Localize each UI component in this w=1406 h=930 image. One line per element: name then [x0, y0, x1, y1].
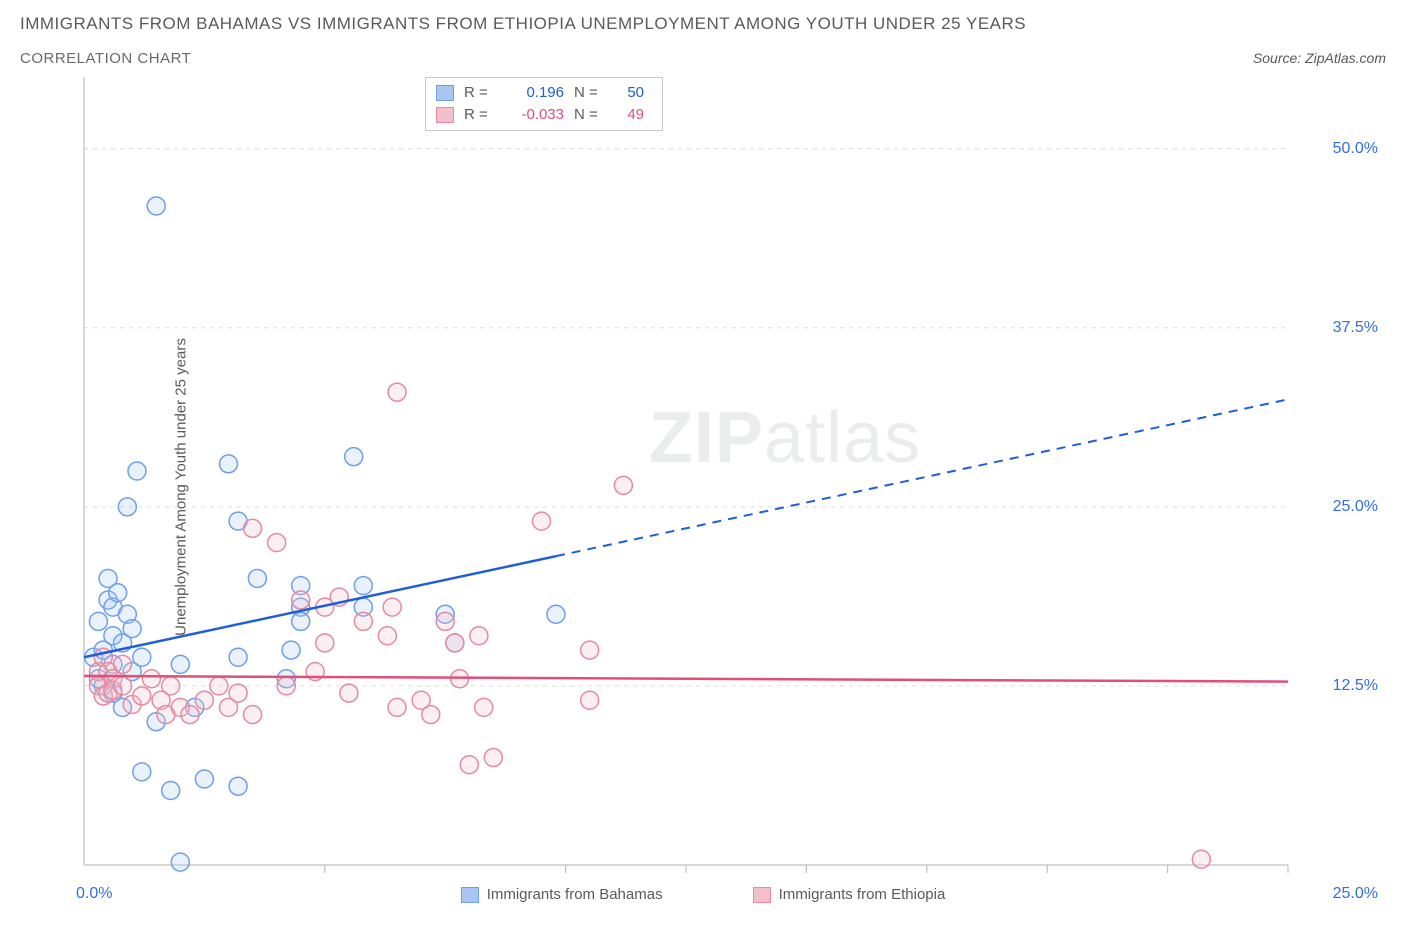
- y-tick-label: 25.0%: [1333, 498, 1378, 516]
- y-axis-label: Unemployment Among Youth under 25 years: [172, 338, 189, 636]
- stats-legend: R = 0.196 N = 50 R = -0.033 N = 49: [425, 77, 663, 131]
- legend-item-ethiopia: Immigrants from Ethiopia: [753, 886, 946, 903]
- y-tick-label: 12.5%: [1333, 677, 1378, 695]
- y-tick-label: 37.5%: [1333, 319, 1378, 337]
- stats-row-bahamas: R = 0.196 N = 50: [436, 82, 644, 104]
- y-tick-label: 50.0%: [1333, 140, 1378, 158]
- swatch-icon: [461, 887, 479, 903]
- swatch-ethiopia: [436, 107, 454, 123]
- x-max-label: 25.0%: [1333, 885, 1378, 903]
- series-legend: Immigrants from Bahamas Immigrants from …: [20, 886, 1386, 903]
- stats-row-ethiopia: R = -0.033 N = 49: [436, 104, 644, 126]
- swatch-icon: [753, 887, 771, 903]
- chart-canvas: [20, 77, 1360, 897]
- swatch-bahamas: [436, 85, 454, 101]
- correlation-chart: Unemployment Among Youth under 25 years …: [20, 77, 1386, 897]
- legend-item-bahamas: Immigrants from Bahamas: [461, 886, 663, 903]
- x-origin-label: 0.0%: [76, 885, 112, 903]
- source-attribution: Source: ZipAtlas.com: [1253, 50, 1386, 66]
- page-subtitle: CORRELATION CHART: [20, 50, 191, 67]
- page-title: IMMIGRANTS FROM BAHAMAS VS IMMIGRANTS FR…: [20, 14, 1026, 34]
